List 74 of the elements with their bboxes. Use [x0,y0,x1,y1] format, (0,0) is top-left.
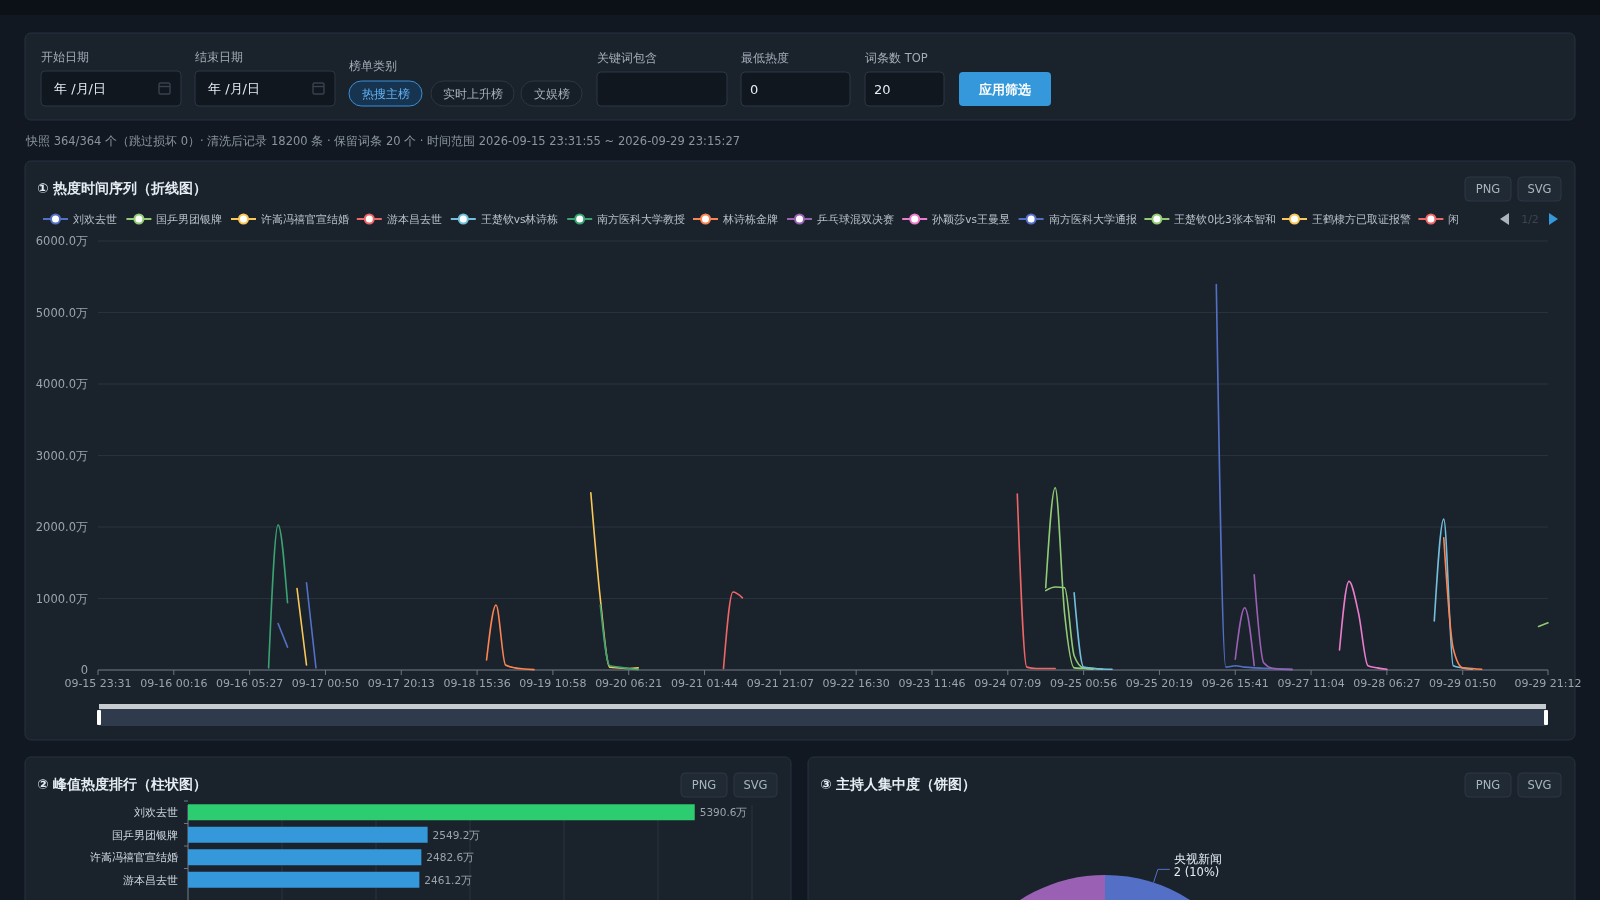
x-tick-label: 09-17 00:50 [291,677,360,690]
text: 年 /月/日 [54,81,106,96]
y-tick-label: 0 [80,663,88,677]
text: 实时上升榜 [442,87,503,101]
text: 热搜主榜 [361,87,410,101]
text: 文娱榜 [533,87,570,101]
y-tick-label: 2000.0万 [35,520,88,534]
legend-label: 王鹤棣方已取证报警 [1312,213,1411,225]
data-label: 2549.2万 [432,828,481,841]
y-tick-label: 许嵩冯禧官宣结婚 [90,851,178,865]
x-tick-label: 09-29 01:50 [1429,677,1497,690]
x-tick-label: 09-16 05:27 [216,677,284,690]
text: 快照 364/364 个（跳过损坏 0）· 清洗后记录 18200 条 · 保留词条 20 个 · 时间范围 2026-09-15 23:31:55 ~ 2026-09-29 23:15:27 [25,134,741,148]
legend-label: 南方医科大学通报 [1048,213,1137,225]
x-tick-label: 09-25 00:56 [1050,677,1118,690]
x-tick-label: 09-19 10:58 [519,677,587,690]
y-tick-label: 5000.0万 [35,305,88,320]
x-tick-label: 09-28 06:27 [1353,677,1421,690]
legend-label: 许嵩冯禧官宣结婚 [261,213,349,225]
legend-label: 刘欢去世 [73,213,117,225]
y-tick-label: 游本昌去世 [123,873,178,887]
x-tick-label: 09-24 07:09 [974,677,1042,690]
text: 0 [750,82,759,97]
x-tick-label: 09-22 16:30 [822,677,890,690]
text: SVG [743,778,768,792]
text: 榜单类别 [349,59,397,73]
text: 年 /月/日 [208,81,260,96]
text: SVG [1527,778,1552,792]
text: PNG [1475,182,1501,196]
text: PNG [691,778,717,792]
x-tick-label: 09-16 00:16 [140,677,208,690]
text: ③ 主持人集中度（饼图） [820,776,977,792]
legend-label: 王楚钦0比3张本智和 [1174,213,1276,225]
text: 应用筛选 [978,82,1031,97]
data-label: 2482.6万 [426,851,475,864]
x-tick-label: 09-17 20:13 [367,677,435,690]
x-tick-label: 09-27 11:04 [1277,677,1345,690]
y-tick-label: 国乒男团银牌 [112,828,178,842]
slice-label: 央视新闻 [1173,852,1222,867]
legend-label: 林诗栋金牌 [722,213,778,225]
chart-title: ① 热度时间序列（折线图） [37,180,208,196]
x-tick-label: 09-23 11:46 [898,677,966,690]
y-tick-label: 4000.0万 [35,377,88,391]
x-tick-label: 09-20 06:21 [595,677,663,690]
y-tick-label: 刘欢去世 [134,806,178,820]
legend-label: 闲 [1448,213,1460,225]
x-tick-label: 09-29 21:12 [1514,677,1582,690]
legend-label: 南方医科大学教授 [597,213,686,225]
text: 词条数 TOP [865,51,928,65]
data-label: 5390.6万 [699,806,748,819]
text: 结束日期 [195,50,243,64]
x-tick-label: 09-26 15:41 [1201,677,1269,690]
x-tick-label: 09-15 23:31 [64,677,132,690]
text: SVG [1527,182,1552,196]
text: PNG [1475,778,1501,792]
legend-label: 孙颖莎vs王曼昱 [932,213,1010,225]
y-tick-label: 6000.0万 [35,234,88,248]
y-tick-label: 3000.0万 [35,448,88,463]
x-tick-label: 09-21 01:44 [670,677,739,690]
x-tick-label: 09-21 21:07 [746,677,814,690]
legend-label: 游本昌去世 [386,213,442,225]
data-label: 2461.2万 [424,873,473,886]
text: 最低热度 [741,51,789,65]
legend-label: 王楚钦vs林诗栋 [480,213,559,225]
data-label: 2 (10%) [1173,865,1220,880]
text: 关键词包含 [597,51,657,65]
y-tick-label: 1000.0万 [35,591,88,606]
legend-label: 国乒男团银牌 [156,213,223,225]
x-tick-label: 09-25 20:19 [1125,677,1194,690]
legend-label: 乒乓球混双决赛 [817,213,894,225]
text: 20 [874,82,891,97]
x-tick-label: 09-18 15:36 [443,677,511,690]
chart-title: ② 峰值热度排行（柱状图） [37,776,208,792]
text: 开始日期 [41,50,89,64]
